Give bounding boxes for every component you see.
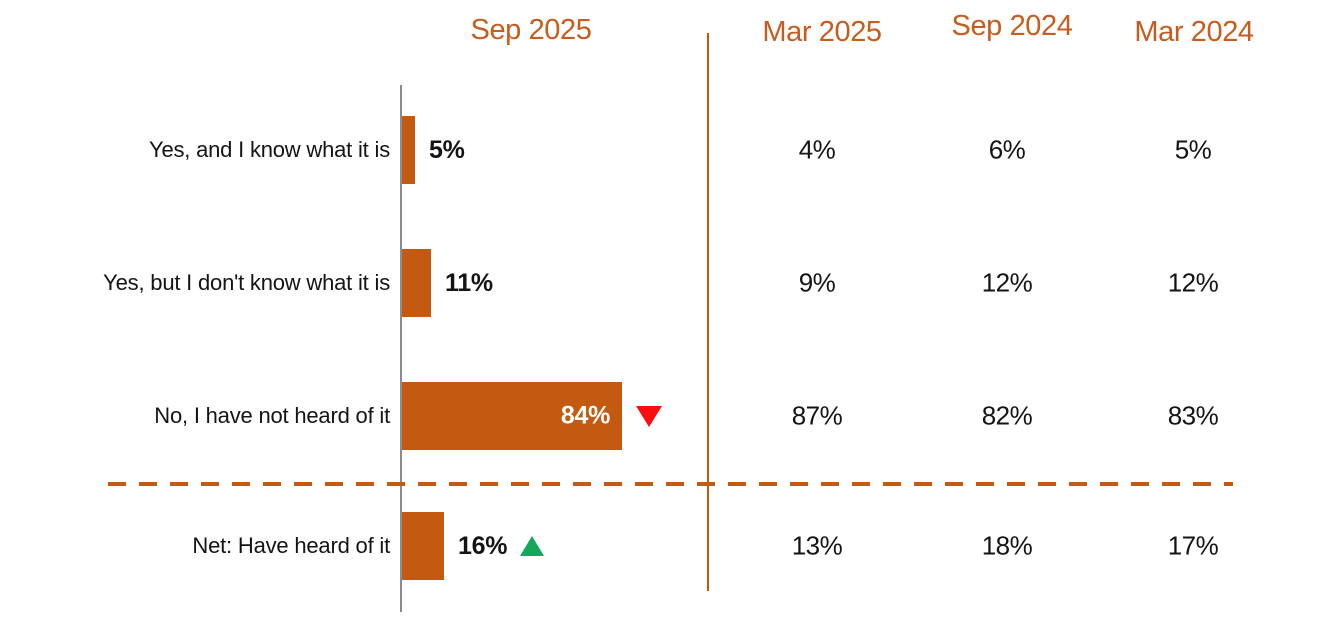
table-cell-mar2024-row-3: 83% bbox=[1167, 400, 1219, 431]
table-cell-mar2025-row-2: 9% bbox=[798, 267, 836, 298]
table-cell-mar2024-row-1: 5% bbox=[1174, 134, 1212, 165]
significant-decrease-icon bbox=[636, 405, 662, 427]
category-label-row-4: Net: Have heard of it bbox=[192, 533, 390, 558]
table-cell-sep2024-row-2: 12% bbox=[981, 267, 1033, 298]
column-header-sep-2024: Sep 2024 bbox=[951, 10, 1073, 42]
table-cell-mar2024-row-4: 17% bbox=[1167, 530, 1219, 561]
table-cell-mar2025-row-3: 87% bbox=[791, 400, 843, 431]
column-header-mar-2025: Mar 2025 bbox=[762, 16, 882, 48]
significant-increase-icon bbox=[520, 536, 545, 556]
column-header-mar-2024: Mar 2024 bbox=[1134, 16, 1254, 48]
category-label-row-2: Yes, but I don't know what it is bbox=[103, 270, 390, 295]
bar-sep2025-row-3: 84% bbox=[402, 382, 622, 450]
bar-value-label-row-4: 16% bbox=[458, 531, 508, 560]
bar-row-1: 5% bbox=[402, 116, 465, 184]
net-separator-dashed-line bbox=[108, 482, 1233, 486]
table-cell-sep2024-row-3: 82% bbox=[981, 400, 1033, 431]
table-cell-sep2024-row-1: 6% bbox=[988, 134, 1026, 165]
bar-sep2025-row-1 bbox=[402, 116, 415, 184]
bar-row-3: 84% bbox=[402, 382, 662, 450]
category-label-row-1: Yes, and I know what it is bbox=[148, 137, 390, 162]
bar-sep2025-row-2 bbox=[402, 249, 431, 317]
table-cell-mar2025-row-1: 4% bbox=[798, 134, 836, 165]
bar-sep2025-row-4 bbox=[402, 512, 444, 580]
column-divider-line bbox=[707, 33, 709, 591]
bar-value-label-row-3: 84% bbox=[560, 401, 610, 430]
bar-row-4: 16% bbox=[402, 512, 545, 580]
table-cell-mar2025-row-4: 13% bbox=[791, 530, 843, 561]
table-cell-sep2024-row-4: 18% bbox=[981, 530, 1033, 561]
table-cell-mar2024-row-2: 12% bbox=[1167, 267, 1219, 298]
category-label-row-3: No, I have not heard of it bbox=[154, 403, 390, 428]
bar-value-label-row-1: 5% bbox=[429, 135, 465, 164]
bar-value-label-row-2: 11% bbox=[445, 268, 493, 297]
bar-row-2: 11% bbox=[402, 249, 493, 317]
column-header-sep-2025: Sep 2025 bbox=[470, 14, 592, 46]
baseline-axis-line bbox=[400, 85, 402, 612]
